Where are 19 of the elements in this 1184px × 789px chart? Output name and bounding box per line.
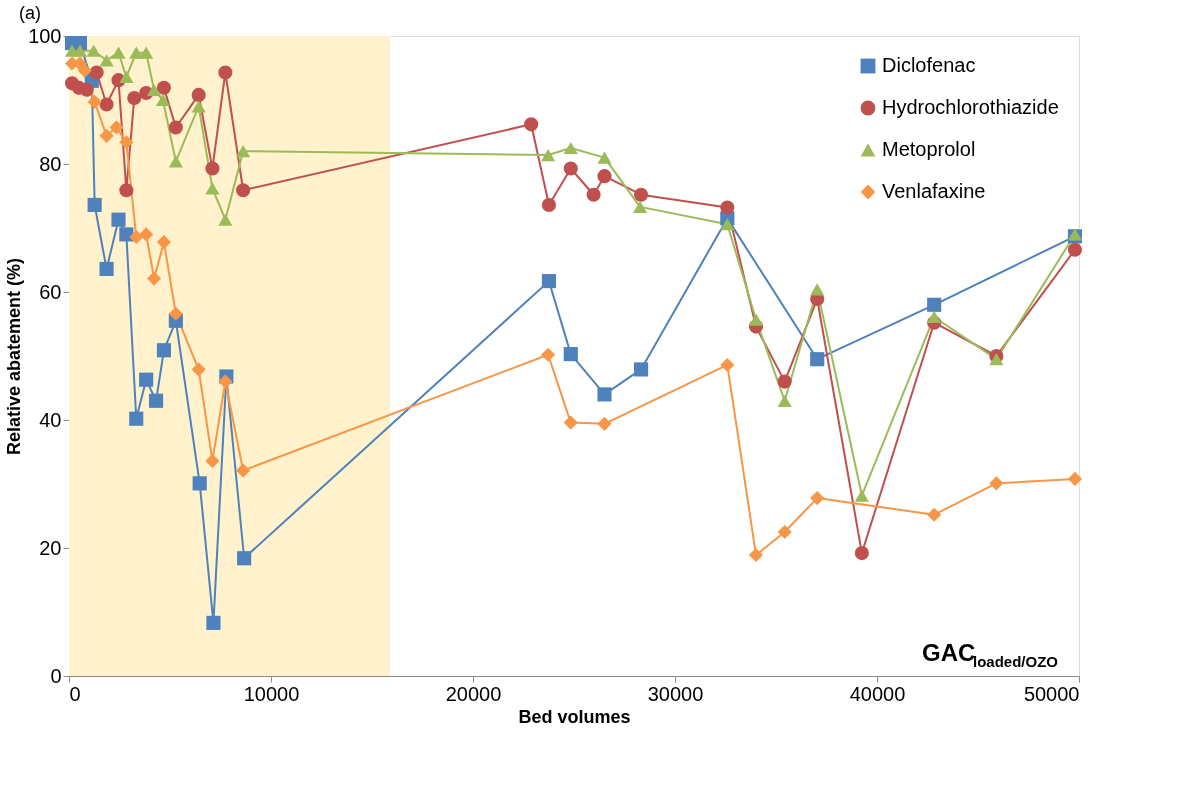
x-tick-label: 50000: [1023, 682, 1080, 705]
x-axis-title: Bed volumes: [518, 706, 631, 727]
legend-label: Hydrochlorothiazide: [882, 96, 1059, 118]
x-tick-label: 0: [69, 682, 81, 705]
y-tick-label: 20: [39, 536, 62, 559]
y-tick-label: 80: [39, 152, 62, 175]
legend-label: Metoprolol: [882, 138, 976, 160]
y-tick-label: 100: [28, 24, 62, 47]
x-tick-label: 10000: [243, 682, 300, 705]
text: (a): [19, 3, 41, 23]
x-tick-label: 40000: [849, 682, 906, 705]
legend-label: Diclofenac: [882, 54, 976, 76]
y-axis-title: Relative abatement (%): [4, 257, 25, 456]
x-tick-label: 20000: [445, 682, 502, 705]
y-tick-label: 60: [39, 280, 62, 303]
x-tick-label: 30000: [647, 682, 704, 705]
y-tick-label: 40: [39, 408, 62, 431]
y-tick-label: 0: [50, 664, 62, 687]
legend-label: Venlafaxine: [882, 180, 986, 202]
